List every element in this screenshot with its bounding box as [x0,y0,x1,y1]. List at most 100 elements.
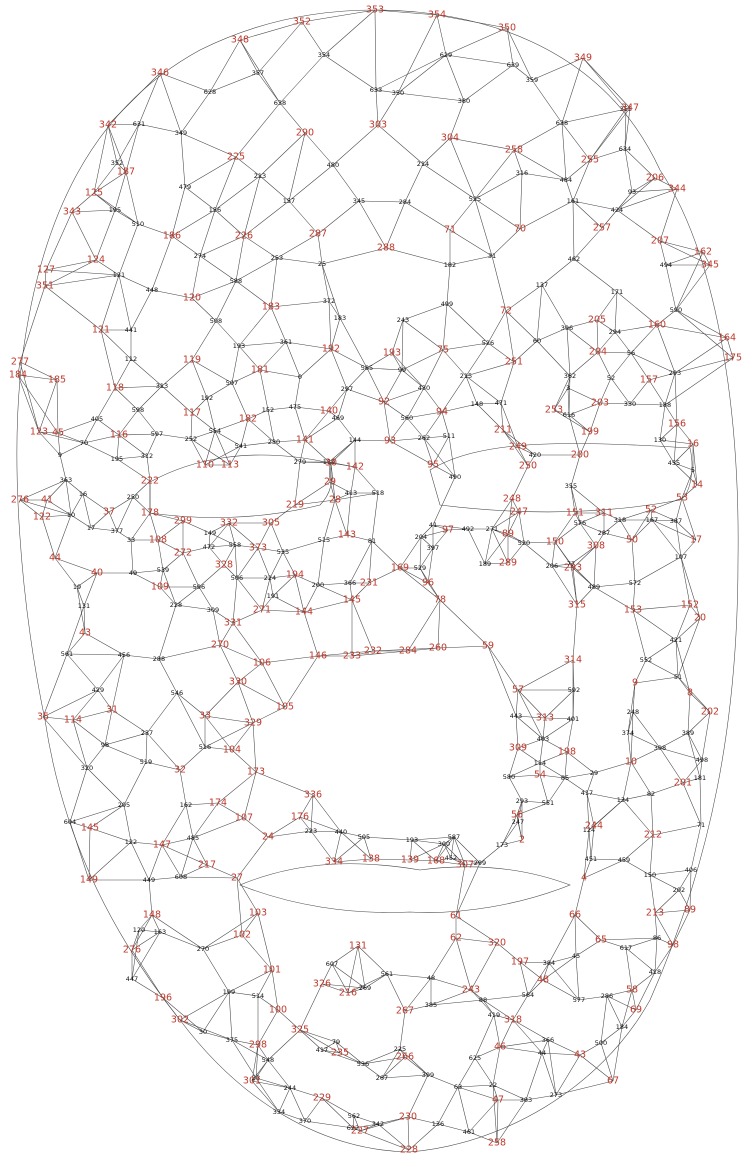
vertex-label: 52 [645,505,657,516]
mesh-edge [443,304,447,350]
vertex-label: 233 [343,651,361,662]
vertex-label: 348 [231,35,249,46]
region-label: 455 [668,459,680,467]
vertex-label: 211 [494,425,512,436]
vertex-label: 123 [30,427,48,438]
region-label: 449 [143,876,155,884]
vertex-label: 14 [691,480,703,491]
region-label: 535 [277,548,289,556]
region-label: 19 [73,583,81,591]
region-label: 558 [229,541,241,549]
region-label: 41 [429,521,437,529]
vertex-label: 181 [251,365,269,376]
region-label: 430 [418,384,430,392]
mesh-edge [210,40,240,92]
mesh-edge [115,172,126,210]
vertex-label: 276 [11,495,29,506]
vertex-label: 164 [718,333,736,344]
vertex-label: 4 [581,873,587,884]
vertex-label: 121 [92,325,110,336]
vertex-label: 142 [346,462,364,473]
region-label: 122 [125,838,137,846]
mesh-edge [139,73,160,124]
vertex-label: 326 [313,979,331,990]
vertex-label: 219 [286,500,304,511]
vertex-label: 293 [564,563,582,574]
region-label: 130 [654,436,666,444]
vertex-label: 146 [309,651,327,662]
region-label: 70 [80,439,88,447]
mesh-edge [632,540,635,583]
mesh-edge [262,663,285,707]
vertex-label: 125 [85,188,103,199]
region-label: 193 [406,836,418,844]
vertex-label: 151 [566,508,584,519]
mesh-edge [650,835,653,875]
region-label: 293 [516,797,528,805]
mesh-edge [244,176,260,236]
mesh-edge [655,938,657,972]
region-label: 230 [268,438,280,446]
vertex-label: 276 [123,945,141,956]
vertex-label: 72 [500,306,512,317]
mesh-edge [464,65,513,101]
region-label: 374 [622,729,634,737]
vertex-label: 114 [64,715,82,726]
vertex-label: 106 [253,658,271,669]
mesh-edge [601,938,657,940]
region-label: 629 [440,51,452,59]
mesh-edge [289,165,333,201]
region-label: 300 [438,840,450,848]
region-label: 413 [345,489,357,497]
vertex-label: 175 [724,353,742,364]
region-label: 363 [60,476,72,484]
region-label: 223 [305,827,317,835]
mesh-edge [386,202,405,248]
vertex-label: 120 [183,293,201,304]
mesh-edge [244,772,256,818]
vertex-label: 351 [36,281,54,292]
vertex-label: 144 [295,607,313,618]
mesh-edge [300,984,322,1030]
mesh-edge [67,654,98,690]
region-label: 86 [653,934,661,942]
vertex-label: 147 [153,840,171,851]
vertex-label: 271 [253,605,271,616]
vertex-label: 58 [626,985,638,996]
mesh-edge [633,712,660,748]
vertex-label: 299 [174,516,192,527]
mesh-edge [594,546,596,587]
mouth [240,864,570,913]
region-label: 462 [568,255,580,263]
vertex-label: 143 [338,530,356,541]
region-label: 516 [199,743,211,751]
region-label: 389 [682,729,694,737]
mesh-edge [446,55,464,101]
region-label: 313 [156,382,168,390]
mesh-edge [492,256,506,311]
region-label: 48 [427,974,435,982]
mesh-edge [172,187,185,236]
region-label: 156 [209,206,221,214]
mesh-edge [433,477,455,525]
region-label: 253 [271,254,283,262]
vertex-label: 131 [349,941,367,952]
mesh-edge [601,996,607,1043]
vertex-label: 145 [343,595,361,606]
vertex-label: 141 [296,435,314,446]
region-label: 585 [361,364,373,372]
region-label: 320 [81,764,93,772]
mesh-edge [507,28,532,80]
region-label: 342 [372,1120,384,1128]
vertex-label: 169 [391,563,409,574]
mesh-edge [77,587,85,633]
mesh-edge [583,58,626,109]
vertex-label: 107 [235,813,253,824]
mesh-edge [471,943,497,990]
vertex-label: 257 [593,223,611,234]
region-label: 505 [358,833,370,841]
mesh-edge [613,1027,622,1081]
region-label: 199 [223,988,235,996]
vertex-label: 174 [209,798,227,809]
vertex-label: 287 [309,229,327,240]
